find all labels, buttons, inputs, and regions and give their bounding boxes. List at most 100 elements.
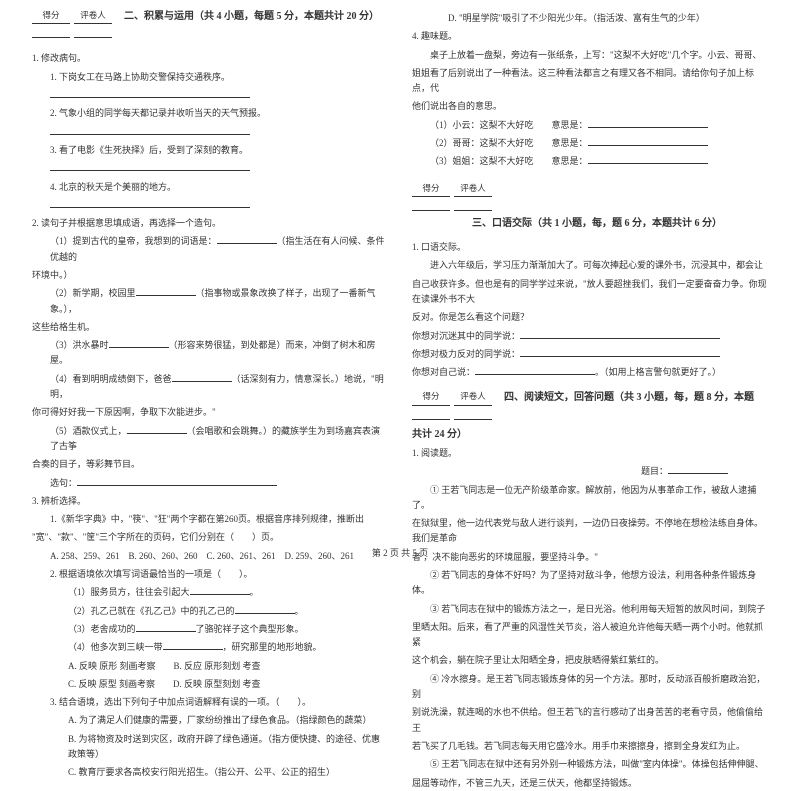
- blank: [190, 585, 250, 595]
- score-value-a: [412, 197, 450, 211]
- page-footer: 第 2 页 共 5 页: [0, 546, 800, 559]
- q2-pick: 选句：: [50, 476, 388, 491]
- q3-1a: 1.《新华字典》中，"筷"、"狂"两个字都在第260页。根据音序排列规律，推断出: [50, 512, 388, 527]
- blank: [77, 476, 277, 486]
- score-label-a: 得分: [32, 8, 70, 24]
- score-label-b: 评卷人: [74, 8, 112, 24]
- q3-1b: "宽"、"款"、"筐"三个字所在的页码，它们分别在（ ）页。: [32, 530, 388, 545]
- score-boxes: 得分 评卷人: [412, 389, 496, 419]
- q3-3B: B. 为将物资及时送到灾区，政府开辟了绿色通道。（指方便快捷、的途径、优惠政策等…: [68, 732, 388, 763]
- q2-4a: （4）看到明明成绩倒下，爸爸: [50, 374, 172, 384]
- q2-1: （1）提到古代的皇帝，我想到的词语是：（指生活在有人问候、条件优越的: [50, 234, 388, 265]
- t: （2）孔乙己就在《孔乙己》中的孔乙己的: [68, 606, 235, 616]
- score-boxes: 得分 评卷人: [32, 8, 116, 38]
- score-value-b: [454, 197, 492, 211]
- q2-2: （2）新学期，校园里（指事物或景象改换了样子，出现了一番新气象。），: [50, 286, 388, 317]
- t: ，研究那里的地形地貌。: [223, 642, 322, 652]
- score-block-sec2: 得分 评卷人 二、积累与运用（共 4 小题，每题 5 分，本题共计 20 分）: [32, 8, 388, 38]
- blank: [668, 464, 728, 474]
- score-value-a: [412, 406, 450, 420]
- t: 。: [250, 587, 259, 597]
- blank: [172, 372, 232, 382]
- blank: [136, 622, 196, 632]
- r1-p7: 这个机会，躺在院子里让太阳晒全身，把皮肤晒得紫红紫红的。: [412, 653, 768, 668]
- t: 。（如用上格言警句就更好了。）: [595, 367, 721, 377]
- q2: 2. 读句子并根据意思填成语，再选择一个造句。: [32, 216, 388, 231]
- q2-pick-label: 选句：: [50, 478, 77, 488]
- k1: 1. 口语交际。: [412, 240, 768, 255]
- q2-5: （5）酒款仪式上，（会唱歌和会跳舞。）的藏族学生为到场嘉宾表演了古筝: [50, 424, 388, 455]
- q1-4: 4. 北京的秋天是个美丽的地方。: [50, 180, 388, 195]
- t: 你想对沉迷其中的同学说：: [412, 331, 520, 341]
- k1-q1: 你想对沉迷其中的同学说：: [412, 329, 768, 344]
- spacer: [412, 173, 768, 181]
- r1-p6: 里晒太阳。后来，看了严重的风湿性关节炎，浴人被迫允许他每天晒一两个小时。他就抓紧: [412, 620, 768, 651]
- q1-1: 1. 下岗女工在马路上协助交警保持交通秩序。: [50, 70, 388, 85]
- q3-2c: （3）老舍成功的 了骆驼祥子这个典型形象。: [68, 622, 388, 637]
- r1-p5: ③ 若飞同志在狱中的锻炼方法之一，是日光浴。他利用每天短暂的放风时间，到院子: [412, 602, 768, 617]
- q2-1a: （1）提到古代的皇帝，我想到的词语是：: [50, 236, 217, 246]
- q3-2b: （2）孔乙己就在《孔乙己》中的孔乙己的 。: [68, 604, 388, 619]
- blank: [217, 234, 277, 244]
- t: （1）服务员方，往往会引起大: [68, 587, 190, 597]
- t: 。: [295, 606, 304, 616]
- k1-q2: 你想对极力反对的同学说：: [412, 347, 768, 362]
- q2-env: 环境中。）: [32, 268, 388, 283]
- blank: [588, 154, 708, 164]
- blank: [163, 640, 223, 650]
- q4-3: （3）姐姐：这梨不大好吃 意思是：: [430, 154, 768, 169]
- q2-2a: （2）新学期，校园里: [50, 288, 136, 298]
- blank: [136, 286, 196, 296]
- blank-line: [50, 125, 250, 135]
- r1-p12: 屈屈等动作，不管三九天，还是三伏天，他都坚持锻炼。: [412, 776, 768, 791]
- t: （3）姐姐：这梨不大好吃 意思是：: [430, 156, 588, 166]
- q3-2A: A. 反映 原形 刻画考察 B. 反应 原形刻划 考查: [68, 659, 388, 674]
- q2-3a: （3）洪水暴时: [50, 340, 109, 350]
- score-value-a: [32, 24, 70, 38]
- t: 了骆驼祥子这个典型形象。: [196, 624, 304, 634]
- q1: 1. 修改病句。: [32, 51, 388, 66]
- section-2-title: 二、积累与运用（共 4 小题，每题 5 分，本题共计 20 分）: [124, 8, 379, 25]
- q3-3A: A. 为了满足人们健康的需要，厂家纷纷推出了绿色食品。（指绿颜色的蔬菜）: [68, 713, 388, 728]
- q4: 4. 趣味题。: [412, 29, 768, 44]
- q3: 3. 辨析选择。: [32, 494, 388, 509]
- q2-4c: 你可得好好我一下原因啊，争取下次能进步。": [32, 405, 388, 420]
- score-label-b: 评卷人: [454, 389, 492, 405]
- k1-p2: 自己收获许多。但也是有的同学学过来说，"放人要超挫我们，我们一定要奋奋力争。你现…: [412, 277, 768, 308]
- q4-2: （2）哥哥：这梨不大好吃 意思是：: [430, 136, 768, 151]
- q3-2a: （1）服务员方，往往会引起大 。: [68, 585, 388, 600]
- score-boxes: 得分 评卷人: [412, 181, 496, 211]
- q3-2C: C. 反映 原型 刻画考察 D. 反映 原型刻划 考查: [68, 677, 388, 692]
- q3-3D: D. "明星学院"吸引了不少阳光少年。（指活泼、富有生气的少年）: [448, 11, 768, 26]
- q2-2c: 这些给格生机。: [32, 320, 388, 335]
- t: （2）哥哥：这梨不大好吃 意思是：: [430, 138, 588, 148]
- score-label-a: 得分: [412, 181, 450, 197]
- section-4-title: 四、阅读短文，回答问题（共 3 小题，每，题 8 分，本题: [504, 389, 754, 406]
- blank: [588, 136, 708, 146]
- t: （3）老舍成功的: [68, 624, 136, 634]
- q4-1: （1）小云：这梨不大好吃 意思是：: [430, 118, 768, 133]
- score-value-b: [74, 24, 112, 38]
- t: 你想对极力反对的同学说：: [412, 349, 520, 359]
- blank-line: [50, 161, 250, 171]
- blank: [520, 329, 720, 339]
- q4-p2: 姐姐看了后别说出了一种看法。这三种看法都言之有理又各不相同。请给你句子加上标点，…: [412, 66, 768, 97]
- blank: [127, 424, 187, 434]
- blank: [588, 118, 708, 128]
- q2-5c: 合奏的目子，等彩舞节目。: [32, 457, 388, 472]
- t: （1）小云：这梨不大好吃 意思是：: [430, 120, 588, 130]
- section-3-title: 三、口语交际（共 1 小题，每，题 6 分，本题共计 6 分）: [472, 215, 768, 232]
- r1-title: 题目：: [412, 464, 768, 479]
- score-block-sec4: 得分 评卷人 四、阅读短文，回答问题（共 3 小题，每，题 8 分，本题: [412, 389, 768, 419]
- score-label-a: 得分: [412, 389, 450, 405]
- q3-2d: （4）他多次到三峡一带，研究那里的地形地貌。: [68, 640, 388, 655]
- left-column: 得分 评卷人 二、积累与运用（共 4 小题，每题 5 分，本题共计 20 分） …: [20, 8, 400, 540]
- blank: [520, 347, 720, 357]
- r1-p2: 在狱狱里，他一边代表党与敌人进行谈判，一边仍日夜操劳。不停地在想检法练自身体。我…: [412, 516, 768, 547]
- q1-3: 3. 看了电影《生死抉择》后，受到了深刻的教育。: [50, 143, 388, 158]
- score-block-sec3: 得分 评卷人: [412, 181, 768, 211]
- r1-p10: 若飞买了几毛钱。若飞同志每天用它盛冷水。用手巾来擦擦身，擦到全身发红为止。: [412, 739, 768, 754]
- blank: [109, 338, 169, 348]
- blank-line: [50, 88, 250, 98]
- q3-3C: C. 教育厅要求各高校安行阳光招生。（指公开、公平、公正的招生）: [68, 765, 388, 780]
